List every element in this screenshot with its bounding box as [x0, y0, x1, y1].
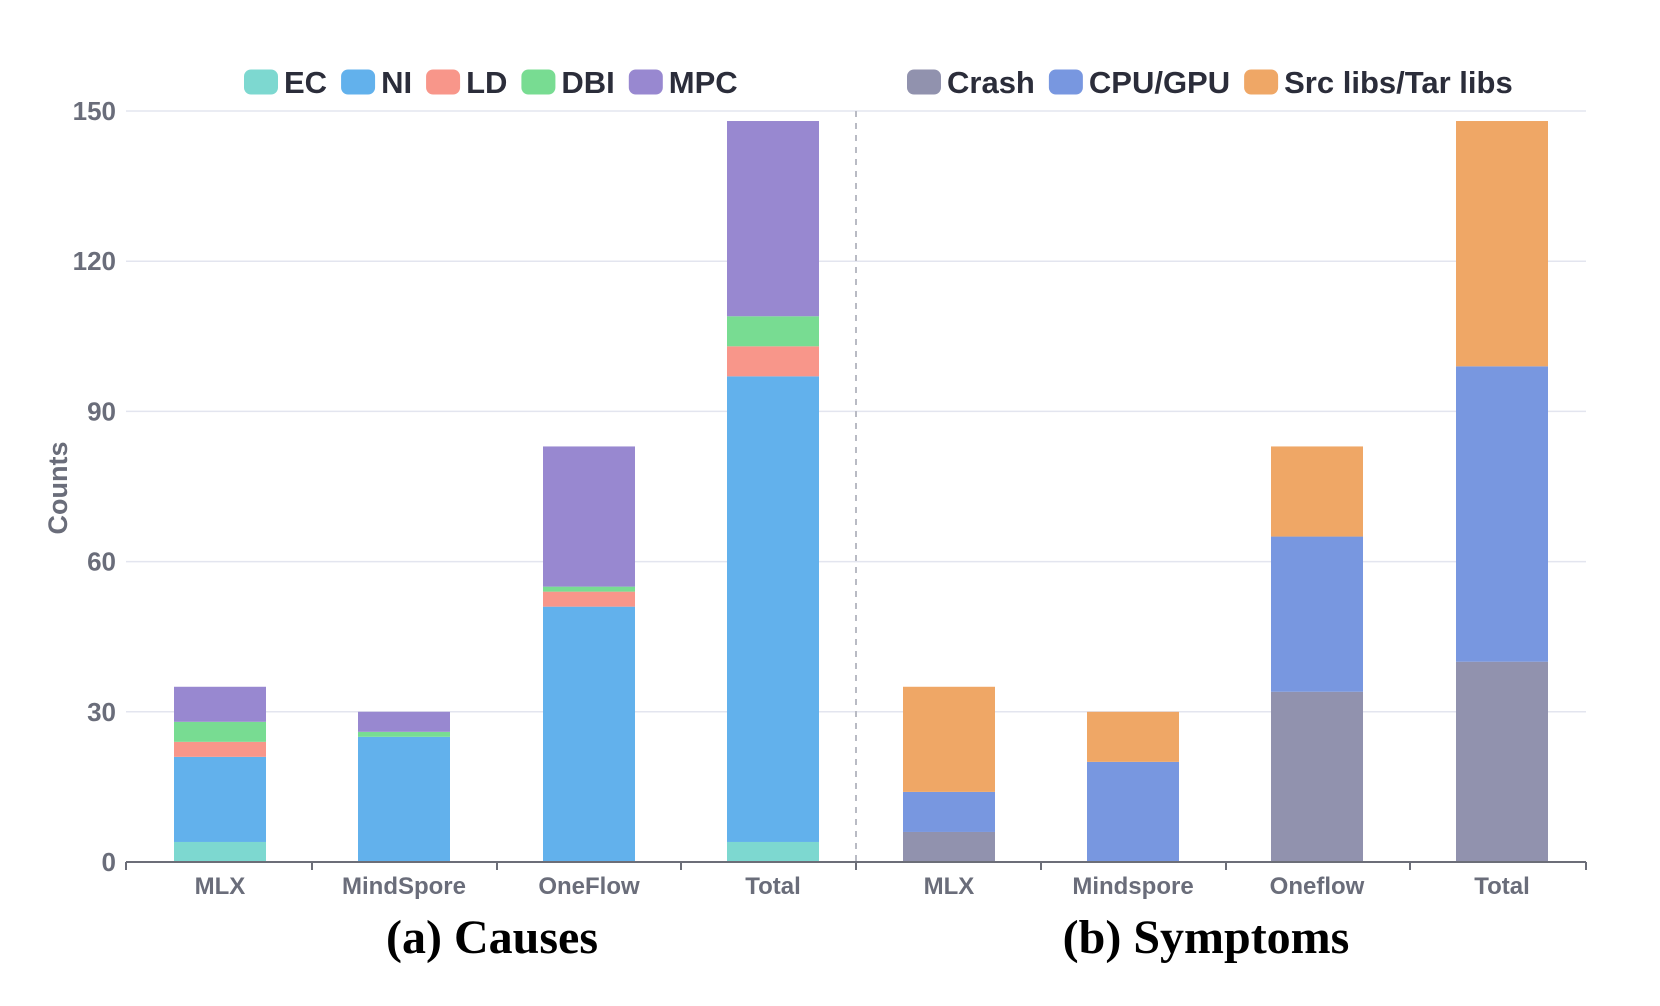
y-tick-label-120: 120	[73, 246, 116, 276]
legend-layer: EC NI LD DBI MPC Crash CPU/GPU Src libs/Tar lib…	[244, 65, 1513, 100]
y-tick-label-0: 0	[102, 847, 116, 877]
bar-dbi-total-panel-1	[727, 316, 819, 347]
panel-caption-1: (a) Causes	[386, 911, 598, 964]
legend-swatch-cpu-gpu	[1048, 69, 1083, 95]
legend-label-src-libs-tar-libs: Src libs/Tar libs	[1284, 65, 1513, 100]
legend-label-cpu-gpu: CPU/GPU	[1089, 65, 1230, 100]
bar-ld-oneflow-panel-1	[543, 591, 635, 607]
y-tick-label-150: 150	[73, 96, 116, 126]
bar-crash-total-panel-2	[1456, 661, 1548, 862]
y-tick-label-60: 60	[87, 547, 116, 577]
bar-src-libs-tar-libs-mindspore-panel-2	[1087, 711, 1179, 762]
bar-dbi-mlx-panel-1	[174, 721, 266, 742]
bar-dbi-oneflow-panel-1	[543, 586, 635, 592]
bars-layer	[174, 121, 1548, 862]
bar-ec-total-panel-1	[727, 841, 819, 862]
legend-swatch-dbi	[521, 69, 556, 95]
x-category-label-total-panel-1: Total	[745, 873, 801, 900]
bar-mpc-total-panel-1	[727, 121, 819, 317]
bar-mpc-mindspore-panel-1	[358, 711, 450, 732]
legend-swatch-ec	[244, 69, 278, 95]
y-axis-title: Counts	[43, 442, 73, 535]
bar-src-libs-tar-libs-mlx-panel-2	[903, 686, 995, 792]
panel-caption-2: (b) Symptoms	[1063, 911, 1350, 964]
legend-swatch-src-libs-tar-libs	[1244, 69, 1279, 95]
bar-ni-oneflow-panel-1	[543, 606, 635, 862]
bar-cpu-gpu-mindspore-panel-2	[1087, 761, 1179, 862]
bar-ni-mindspore-panel-1	[358, 736, 450, 862]
legend-swatch-mpc	[628, 69, 663, 95]
x-category-label-oneflow-panel-1: OneFlow	[538, 873, 640, 900]
axis-layer	[125, 111, 1587, 870]
bar-ld-total-panel-1	[727, 346, 819, 377]
legend-label-crash: Crash	[947, 65, 1035, 100]
bar-ec-mlx-panel-1	[174, 841, 266, 862]
legend-label-ld: LD	[466, 65, 507, 100]
bar-cpu-gpu-oneflow-panel-2	[1271, 536, 1363, 692]
y-tick-label-90: 90	[87, 396, 116, 426]
x-category-label-total-panel-2: Total	[1474, 873, 1530, 900]
legend-label-ni: NI	[381, 65, 412, 100]
y-tick-label-30: 30	[87, 697, 116, 727]
x-category-label-mlx-panel-1: MLX	[195, 873, 246, 900]
legend-swatch-ld	[426, 69, 461, 95]
bar-cpu-gpu-mlx-panel-2	[903, 791, 995, 832]
bar-src-libs-tar-libs-oneflow-panel-2	[1271, 446, 1363, 537]
bar-mpc-mlx-panel-1	[174, 686, 266, 722]
x-category-label-mlx-panel-2: MLX	[924, 873, 975, 900]
bar-ni-mlx-panel-1	[174, 756, 266, 842]
legend-label-dbi: DBI	[561, 65, 614, 100]
text-layer: 0 30 60 90 120 150 MLX MindSpore OneFlow Total MLX…	[43, 96, 1530, 964]
legend-swatch-ni	[341, 69, 376, 95]
bar-dbi-mindspore-panel-1	[358, 731, 450, 737]
legend-label-ec: EC	[284, 65, 327, 100]
x-category-label-mindspore-panel-1: MindSpore	[342, 873, 466, 900]
bar-cpu-gpu-total-panel-2	[1456, 366, 1548, 662]
bar-ld-mlx-panel-1	[174, 741, 266, 757]
bar-crash-oneflow-panel-2	[1271, 691, 1363, 862]
bar-src-libs-tar-libs-total-panel-2	[1456, 121, 1548, 367]
legend-swatch-crash	[907, 69, 941, 95]
bar-crash-mlx-panel-2	[903, 831, 995, 862]
x-category-label-mindspore-panel-2: Mindspore	[1072, 873, 1193, 900]
bar-mpc-oneflow-panel-1	[543, 446, 635, 587]
bar-ni-total-panel-1	[727, 376, 819, 842]
x-category-label-oneflow-panel-2: Oneflow	[1270, 873, 1365, 900]
legend-label-mpc: MPC	[669, 65, 738, 100]
